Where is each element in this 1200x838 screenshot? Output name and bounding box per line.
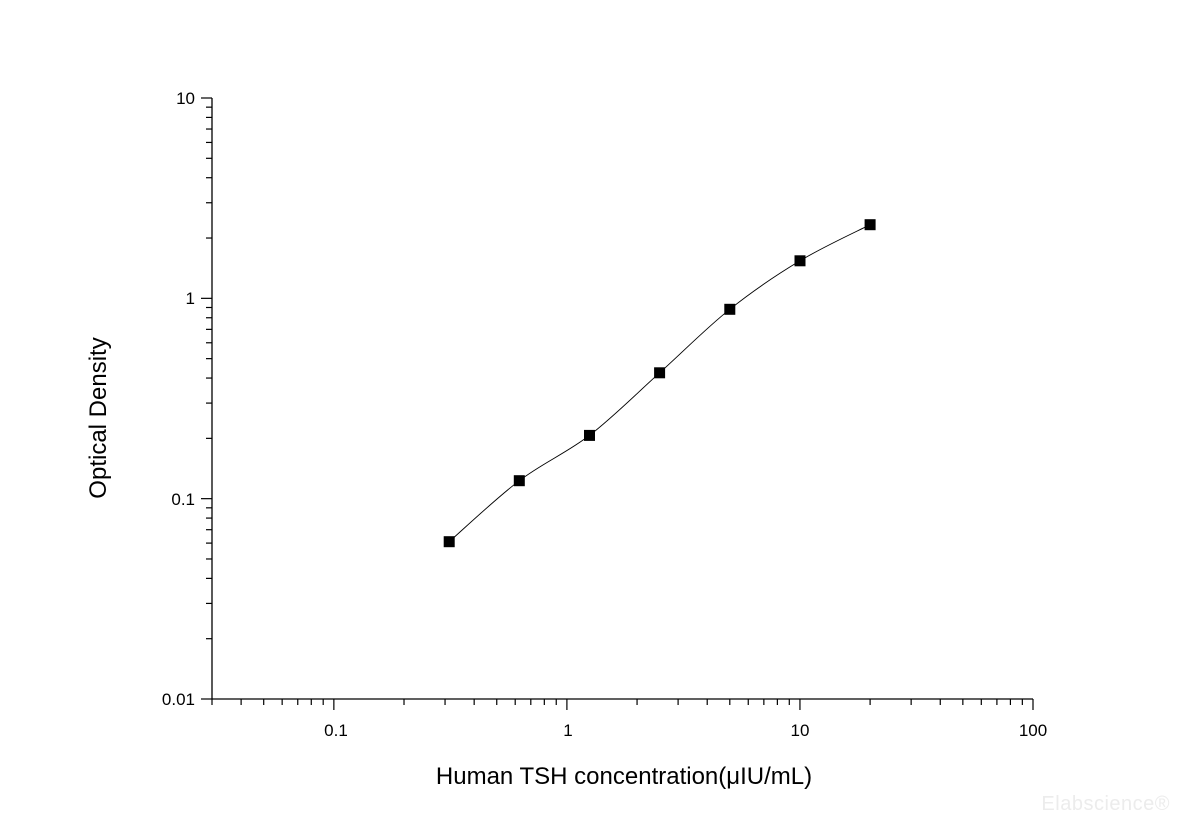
x-tick-label-1: 1 (563, 721, 572, 740)
x-axis-title: Human TSH concentration(μIU/mL) (436, 763, 812, 790)
x-tick-label-100: 100 (1019, 721, 1047, 740)
y-tick-label-1: 1 (186, 289, 195, 308)
watermark-logo: Elabscience® (1041, 793, 1170, 815)
x-tick-label-10: 10 (791, 721, 810, 740)
data-point-0 (443, 536, 455, 548)
data-point-2 (584, 429, 595, 441)
data-point-6 (864, 219, 876, 231)
data-points (443, 219, 876, 548)
y-tick-label-10: 10 (176, 89, 195, 108)
data-point-3 (654, 367, 666, 379)
x-tick-label-0.1: 0.1 (324, 721, 348, 740)
y-tick-label-0.1: 0.1 (171, 490, 195, 509)
data-point-5 (794, 255, 806, 267)
data-point-1 (513, 475, 525, 487)
minor-ticks (206, 106, 1023, 705)
fit-curve (448, 224, 871, 543)
major-ticks (201, 97, 1034, 710)
data-point-4 (724, 303, 736, 315)
y-axis-title: Optical Density (85, 337, 112, 498)
y-tick-label-0.01: 0.01 (162, 690, 195, 709)
